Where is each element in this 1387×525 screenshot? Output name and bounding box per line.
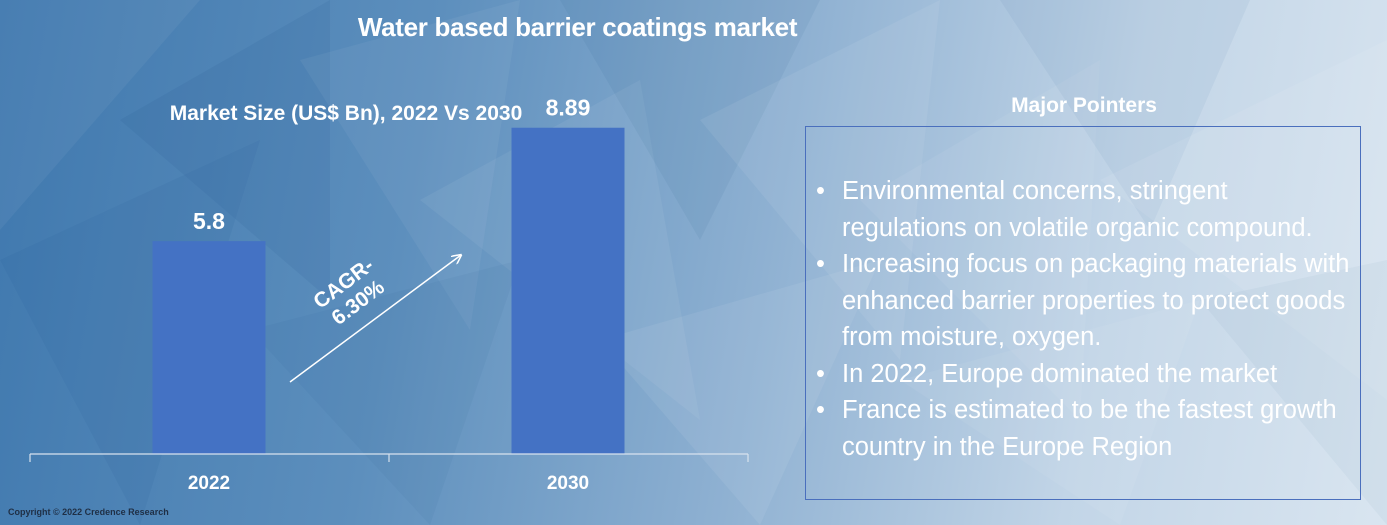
cagr-arrow	[289, 255, 461, 383]
page-title: Water based barrier coatings market	[357, 12, 798, 42]
cagr-annotation: CAGR- 6.30%	[309, 254, 389, 330]
x-tick-label-2022: 2022	[188, 473, 230, 494]
pointers-list: Environmental concerns, stringent regula…	[814, 173, 1356, 465]
data-label-2022: 5.8	[193, 208, 225, 234]
pointer-item: In 2022, Europe dominated the market	[814, 356, 1356, 393]
copyright-text: Copyright © 2022 Credence Research	[8, 507, 169, 517]
bar-chart: Market Size (US$ Bn), 2022 Vs 2030 5.8 20…	[29, 95, 749, 494]
bar-2030	[511, 127, 625, 454]
pointer-item: Increasing focus on packaging materials …	[814, 246, 1356, 356]
pointers-title: Major Pointers	[1011, 94, 1157, 117]
bar-2022	[152, 241, 266, 454]
x-tick-label-2030: 2030	[547, 473, 589, 494]
pointers-panel: Environmental concerns, stringent regula…	[805, 126, 1361, 500]
chart-title: Market Size (US$ Bn), 2022 Vs 2030	[170, 102, 523, 125]
data-label-2030: 8.89	[546, 95, 591, 121]
pointer-item: France is estimated to be the fastest gr…	[814, 392, 1356, 465]
pointer-item: Environmental concerns, stringent regula…	[814, 173, 1356, 246]
